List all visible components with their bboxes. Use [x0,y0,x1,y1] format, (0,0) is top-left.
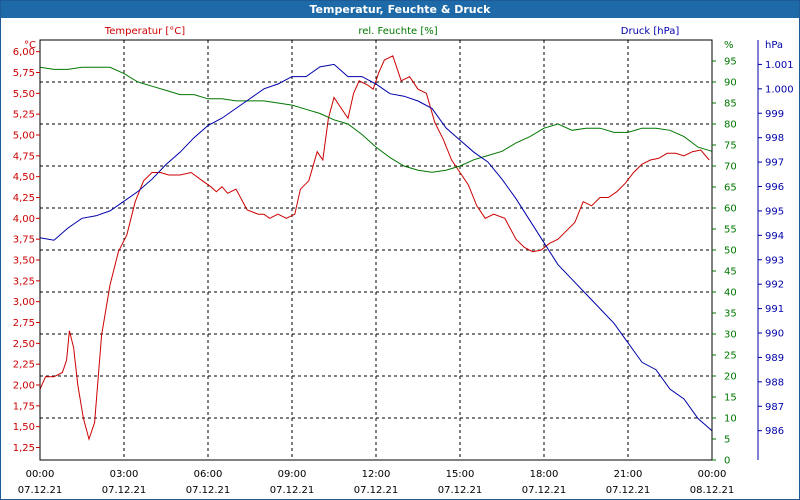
pressure-tick-label: 1.001 [765,60,794,71]
temperature-tick-label: 1,25 [13,443,35,454]
pressure-tick-label: 992 [765,280,784,291]
x-tick-date: 07.12.21 [606,485,651,496]
chart-title: Temperatur, Feuchte & Druck [1,1,799,18]
x-tick-time: 00:00 [698,469,727,480]
pressure-unit: hPa [765,40,783,51]
temperature-tick-label: 2,75 [13,318,35,329]
humidity-tick-label: 0 [724,456,730,467]
temperature-unit: °C [24,40,36,51]
humidity-tick-label: 85 [724,99,737,110]
temperature-tick-label: 1,50 [13,422,35,433]
pressure-tick-label: 987 [765,402,784,413]
humidity-tick-label: 40 [724,288,737,299]
humidity-tick-label: 95 [724,57,737,68]
temperature-tick-label: 4,50 [13,172,35,183]
temperature-tick-label: 5,25 [13,110,35,121]
humidity-tick-label: 5 [724,435,730,446]
temperature-tick-label: 5,75 [13,68,35,79]
x-tick-time: 18:00 [530,469,559,480]
x-tick-time: 21:00 [614,469,643,480]
humidity-tick-label: 65 [724,183,737,194]
temperature-tick-label: 3,00 [13,297,35,308]
humidity-tick-label: 90 [724,78,737,89]
pressure-tick-label: 991 [765,304,784,315]
pressure-tick-label: 989 [765,353,784,364]
pressure-axis-label: Druck [hPa] [621,26,680,37]
x-tick-time: 00:00 [26,469,55,480]
x-tick-date: 07.12.21 [438,485,483,496]
temperature-tick-label: 5,00 [13,131,35,142]
x-tick-date: 07.12.21 [18,485,63,496]
temperature-tick-label: 2,25 [13,360,35,371]
pressure-tick-label: 993 [765,255,784,266]
pressure-tick-label: 988 [765,377,784,388]
pressure-tick-label: 996 [765,182,784,193]
x-tick-time: 09:00 [278,469,307,480]
temperature-tick-label: 3,75 [13,235,35,246]
temperature-tick-label: 2,50 [13,339,35,350]
humidity-tick-label: 30 [724,330,737,341]
humidity-unit: % [724,40,734,51]
axes: 00:00 07.12.21 03:00 07.12.21 06:00 07.12.21 0… [13,26,794,496]
temperature-tick-label: 3,50 [13,256,35,267]
humidity-tick-label: 70 [724,162,737,173]
humidity-tick-label: 80 [724,120,737,131]
temperature-tick-label: 6,00 [13,47,35,58]
temperature-tick-label: 3,25 [13,276,35,287]
x-tick-date: 07.12.21 [270,485,315,496]
humidity-tick-label: 50 [724,246,737,257]
pressure-tick-label: 995 [765,206,784,217]
x-tick-time: 06:00 [194,469,223,480]
humidity-tick-label: 25 [724,351,737,362]
pressure-tick-label: 999 [765,109,784,120]
pressure-tick-label: 997 [765,158,784,169]
humidity-tick-label: 55 [724,225,737,236]
humidity-tick-label: 75 [724,141,737,152]
humidity-tick-label: 35 [724,309,737,320]
pressure-tick-label: 998 [765,133,784,144]
temperature-tick-label: 4,25 [13,193,35,204]
pressure-tick-label: 994 [765,231,784,242]
pressure-tick-label: 1.000 [765,84,794,95]
temperature-tick-label: 5,50 [13,89,35,100]
x-tick-time: 12:00 [362,469,391,480]
humidity-tick-label: 15 [724,393,737,404]
temperature-tick-label: 2,00 [13,381,35,392]
pressure-series-line [39,63,713,432]
x-tick-date: 07.12.21 [522,485,567,496]
humidity-series-line [39,66,713,173]
x-tick-date: 08.12.21 [690,485,735,496]
humidity-tick-label: 60 [724,204,737,215]
temperature-series-line [39,55,710,441]
temperature-tick-label: 4,00 [13,214,35,225]
pressure-tick-label: 990 [765,329,784,340]
series-layer [39,55,713,441]
humidity-tick-label: 45 [724,267,737,278]
grid [40,40,712,460]
x-tick-date: 07.12.21 [186,485,231,496]
humidity-axis-label: rel. Feuchte [%] [358,26,437,37]
temperature-tick-label: 4,75 [13,151,35,162]
humidity-tick-label: 20 [724,372,737,383]
x-tick-date: 07.12.21 [102,485,147,496]
humidity-tick-label: 10 [724,414,737,425]
temperature-tick-label: 1,75 [13,401,35,412]
temperature-axis-label: Temperatur [°C] [104,26,185,37]
pressure-tick-label: 986 [765,426,784,437]
x-tick-time: 03:00 [110,469,139,480]
x-tick-time: 15:00 [446,469,475,480]
x-tick-date: 07.12.21 [354,485,399,496]
